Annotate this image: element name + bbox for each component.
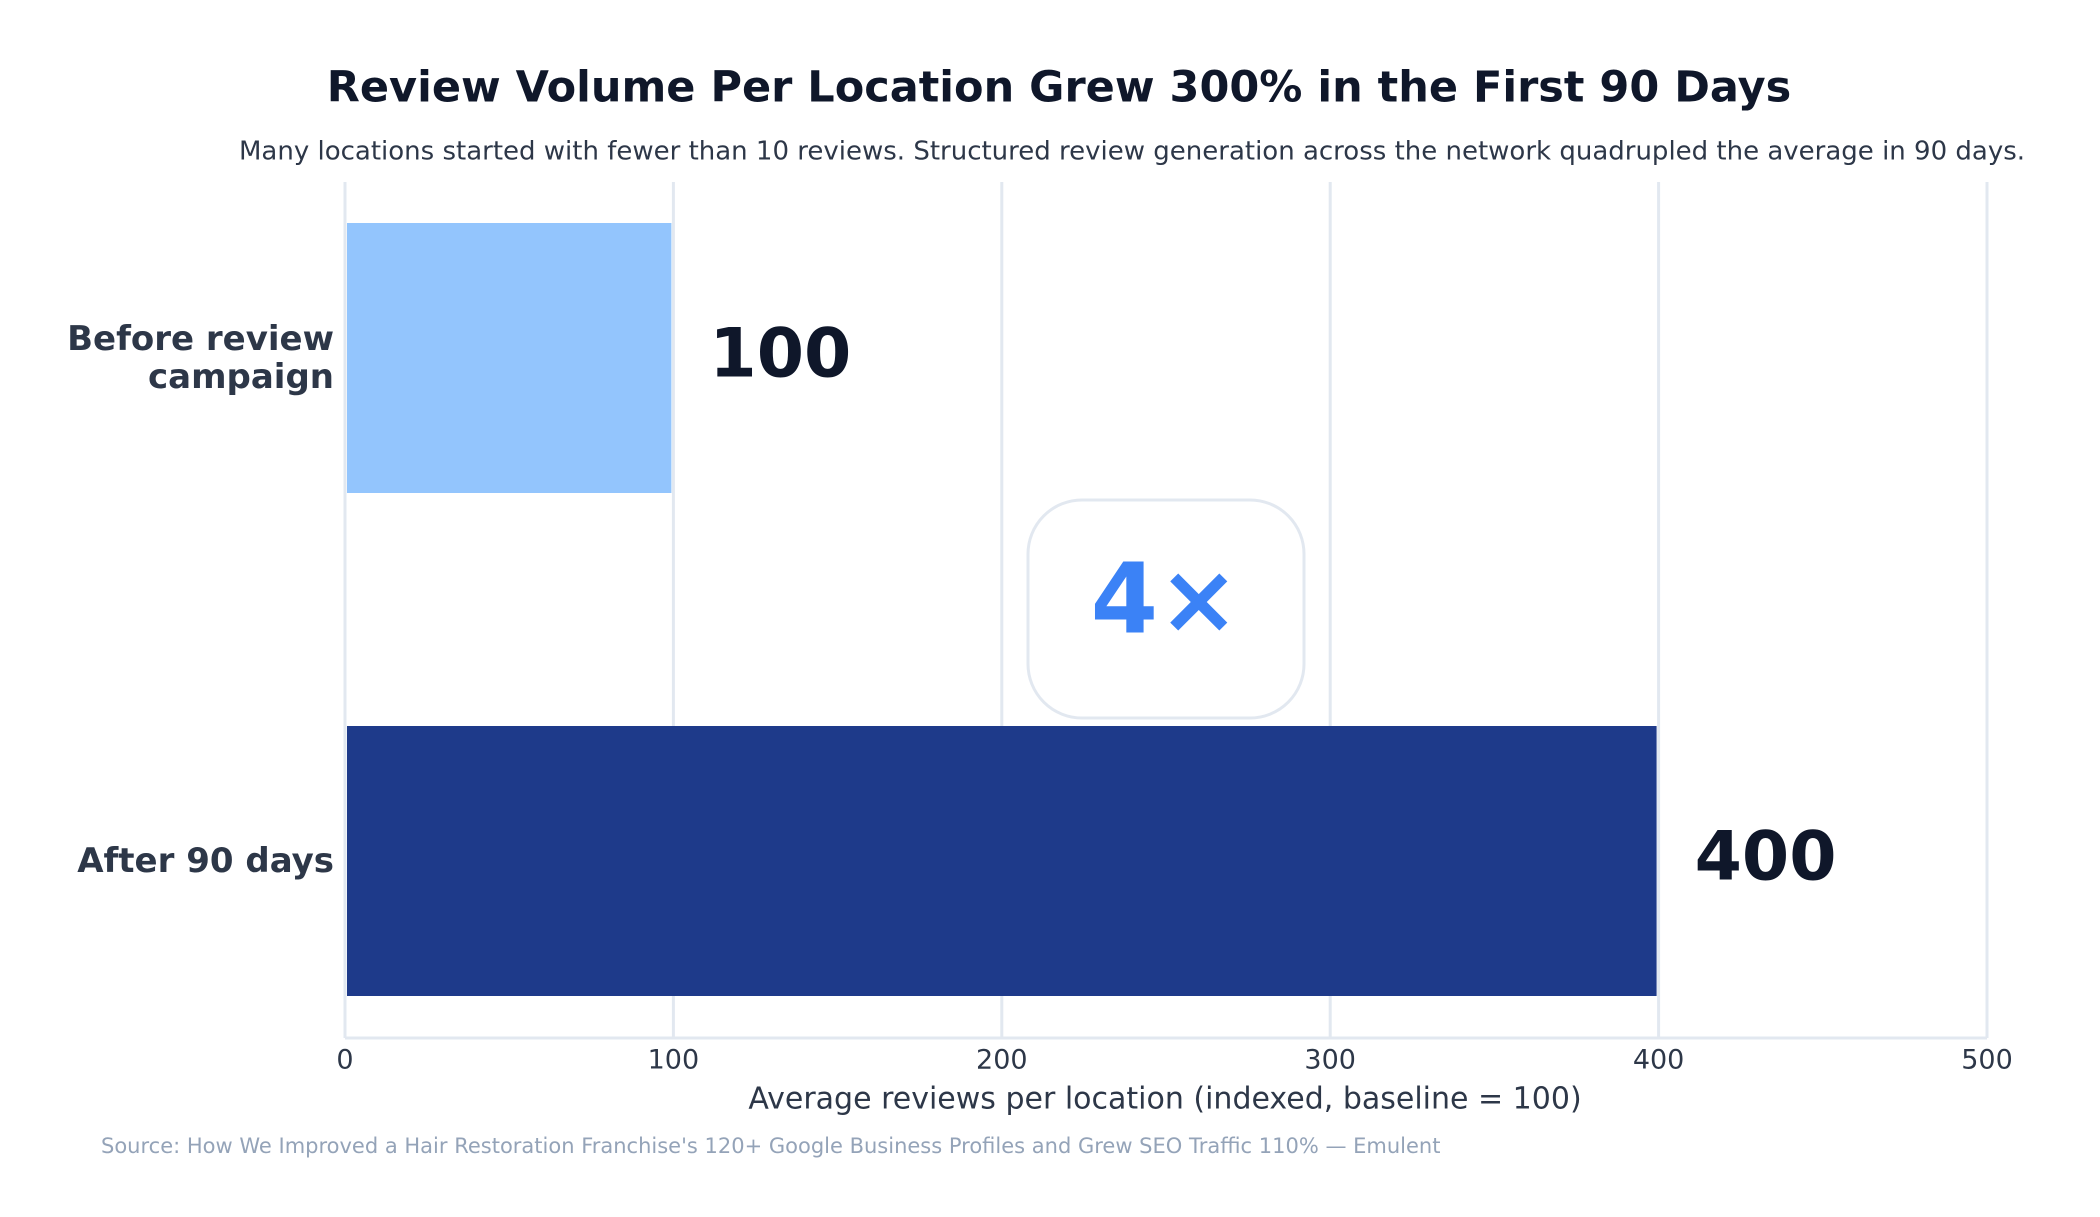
x-tick-label: 200 (976, 1045, 1028, 1076)
value-label: 400 (1695, 818, 1837, 897)
bar (347, 223, 672, 493)
x-tick-label: 300 (1304, 1045, 1356, 1076)
chart-subtitle: Many locations started with fewer than 1… (239, 137, 2025, 167)
value-label: 100 (709, 315, 851, 394)
x-axis-label: Average reviews per location (indexed, b… (748, 1082, 1581, 1117)
y-tick-label: After 90 days (77, 841, 334, 881)
x-tick-label: 400 (1633, 1045, 1685, 1076)
y-tick-label: Before review campaign (67, 319, 334, 397)
x-tick-label: 500 (1961, 1045, 2013, 1076)
source-note: Source: How We Improved a Hair Restorati… (101, 1134, 1440, 1158)
chart-title: Review Volume Per Location Grew 300% in … (327, 63, 1791, 113)
x-tick-label: 100 (648, 1045, 700, 1076)
annotation-box (1026, 498, 1306, 720)
x-tick-label: 0 (336, 1045, 353, 1076)
annotation: 4× (1091, 542, 1240, 655)
bar (347, 726, 1657, 996)
